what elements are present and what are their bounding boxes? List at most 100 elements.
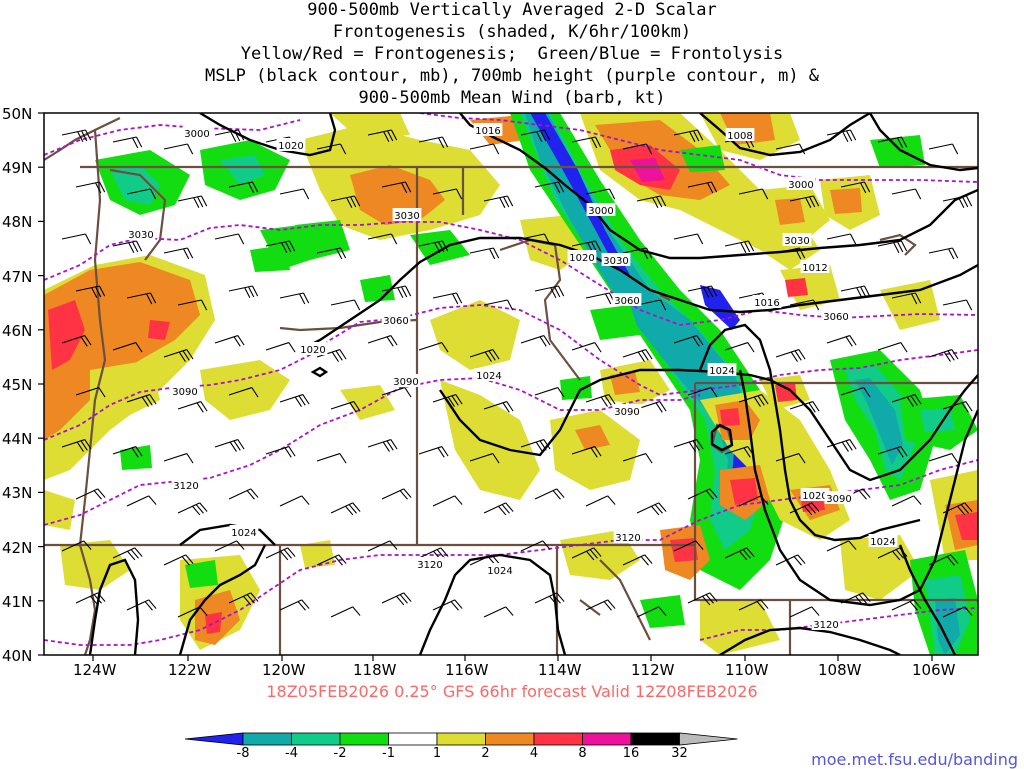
wind-barb [877, 342, 908, 353]
colorbar-segment [436, 732, 486, 746]
lat-label: 40N [2, 647, 33, 665]
wind-barb [775, 143, 806, 155]
state-border [659, 294, 671, 301]
height-label: 3000 [588, 206, 613, 217]
title-line-4: MSLP (black contour, mb), 700mb height (… [204, 66, 820, 86]
mslp-contour [738, 369, 978, 607]
wind-barb [418, 136, 449, 149]
credit-link[interactable]: moe.met.fsu.edu/banding [811, 750, 1018, 769]
frontogenesis-shading [44, 113, 978, 655]
shading-frontogenesis-mod [575, 425, 610, 450]
wind-barb [687, 488, 718, 500]
shading-frontogenesis-weak [340, 385, 395, 420]
height-label: 3120 [173, 481, 198, 492]
wind-barb [622, 349, 653, 362]
wind-barb [112, 446, 143, 458]
wind-barb [534, 285, 565, 299]
wind-barb [126, 188, 157, 200]
mslp-label: 1024 [487, 566, 512, 577]
mslp-contour [898, 544, 957, 655]
lat-label: 44N [2, 430, 33, 449]
mslp-label: 1020 [802, 491, 827, 502]
wind-barb [126, 394, 157, 407]
wind-barb [585, 394, 616, 407]
wind-barb [520, 540, 551, 552]
colorbar-arrow-left [184, 732, 244, 746]
shading-frontogenesis-weak [430, 300, 520, 370]
wind-barb [469, 453, 500, 464]
shading-frontogenesis-mod [610, 372, 640, 395]
wind-barb [214, 439, 245, 452]
lon-label: 118W [353, 661, 397, 679]
wind-barb [789, 502, 820, 516]
wind-barb [673, 335, 704, 347]
wind-barb [228, 488, 259, 500]
wind-barb [942, 401, 973, 413]
wind-barb [61, 233, 92, 245]
lon-label: 114W [538, 661, 582, 679]
colorbar-segment [242, 732, 292, 746]
wind-barb [571, 446, 602, 458]
shading-frontolysis-weak [250, 245, 290, 272]
wind-barb [520, 233, 551, 245]
shading-frontolysis-strong [855, 378, 903, 465]
wind-barb [826, 439, 857, 452]
wind-barb [789, 401, 820, 413]
wind-barb [520, 335, 551, 347]
colorbar-label: -8 [236, 746, 250, 761]
lon-label: 106W [912, 661, 956, 679]
shading-frontogenesis-weak [780, 265, 840, 310]
wind-barb [826, 129, 857, 143]
wind-barb [316, 247, 347, 260]
shading-frontogenesis-strong [775, 383, 797, 402]
shading-frontogenesis-strong [730, 478, 758, 505]
wind-barb [381, 285, 412, 299]
lon-label: 122W [168, 661, 212, 679]
wind-barb [534, 181, 565, 194]
wind-barb [126, 495, 157, 507]
height-label: 3090 [172, 387, 197, 398]
wind-barb [279, 599, 310, 611]
wind-barb [571, 136, 602, 149]
wind-barb [942, 606, 973, 618]
shading-frontolysis-weak [560, 376, 592, 400]
title-line-2: Frontogenesis (shaded, K/6hr/100km) [332, 22, 692, 42]
wind-barb [534, 488, 565, 500]
mslp-label: 1008 [727, 131, 752, 142]
lon-label: 120W [262, 661, 306, 679]
wind-barb [432, 394, 463, 407]
wind-barb [177, 195, 208, 209]
wind-barb [330, 606, 361, 618]
shading-frontolysis-weak [870, 135, 925, 168]
shading-frontolysis-weak [295, 220, 350, 260]
lat-label: 41N [2, 592, 33, 611]
wind-barb [381, 387, 412, 398]
shading-frontogenesis-weak [90, 360, 160, 420]
wind-barb [367, 335, 398, 347]
shading-frontogenesis-max [630, 158, 665, 182]
wind-barb [177, 299, 208, 311]
wind-barb [891, 495, 922, 507]
wind-barb [214, 335, 245, 347]
wind-barb [228, 387, 259, 398]
wind-barb [367, 129, 398, 143]
mslp-contour [868, 113, 978, 172]
height-label: 3120 [417, 560, 442, 571]
wind-barb [585, 495, 616, 507]
wind-barb [112, 240, 143, 254]
wind-barb [112, 136, 143, 149]
wind-barb [636, 195, 667, 209]
wind-barb [61, 439, 92, 452]
wind-barb [75, 387, 106, 398]
wind-barb [673, 439, 704, 452]
height-label: 3090 [826, 494, 851, 505]
wind-barb [381, 181, 412, 194]
wind-barb [724, 547, 755, 561]
mslp-label: 1024 [231, 528, 256, 539]
title-line-1: 900-500mb Vertically Averaged 2-D Scalar [307, 0, 717, 20]
wind-barb [520, 439, 551, 452]
mslp-label: 1012 [802, 263, 827, 274]
colorbar-segment [388, 732, 438, 746]
wind-barb [177, 606, 208, 618]
